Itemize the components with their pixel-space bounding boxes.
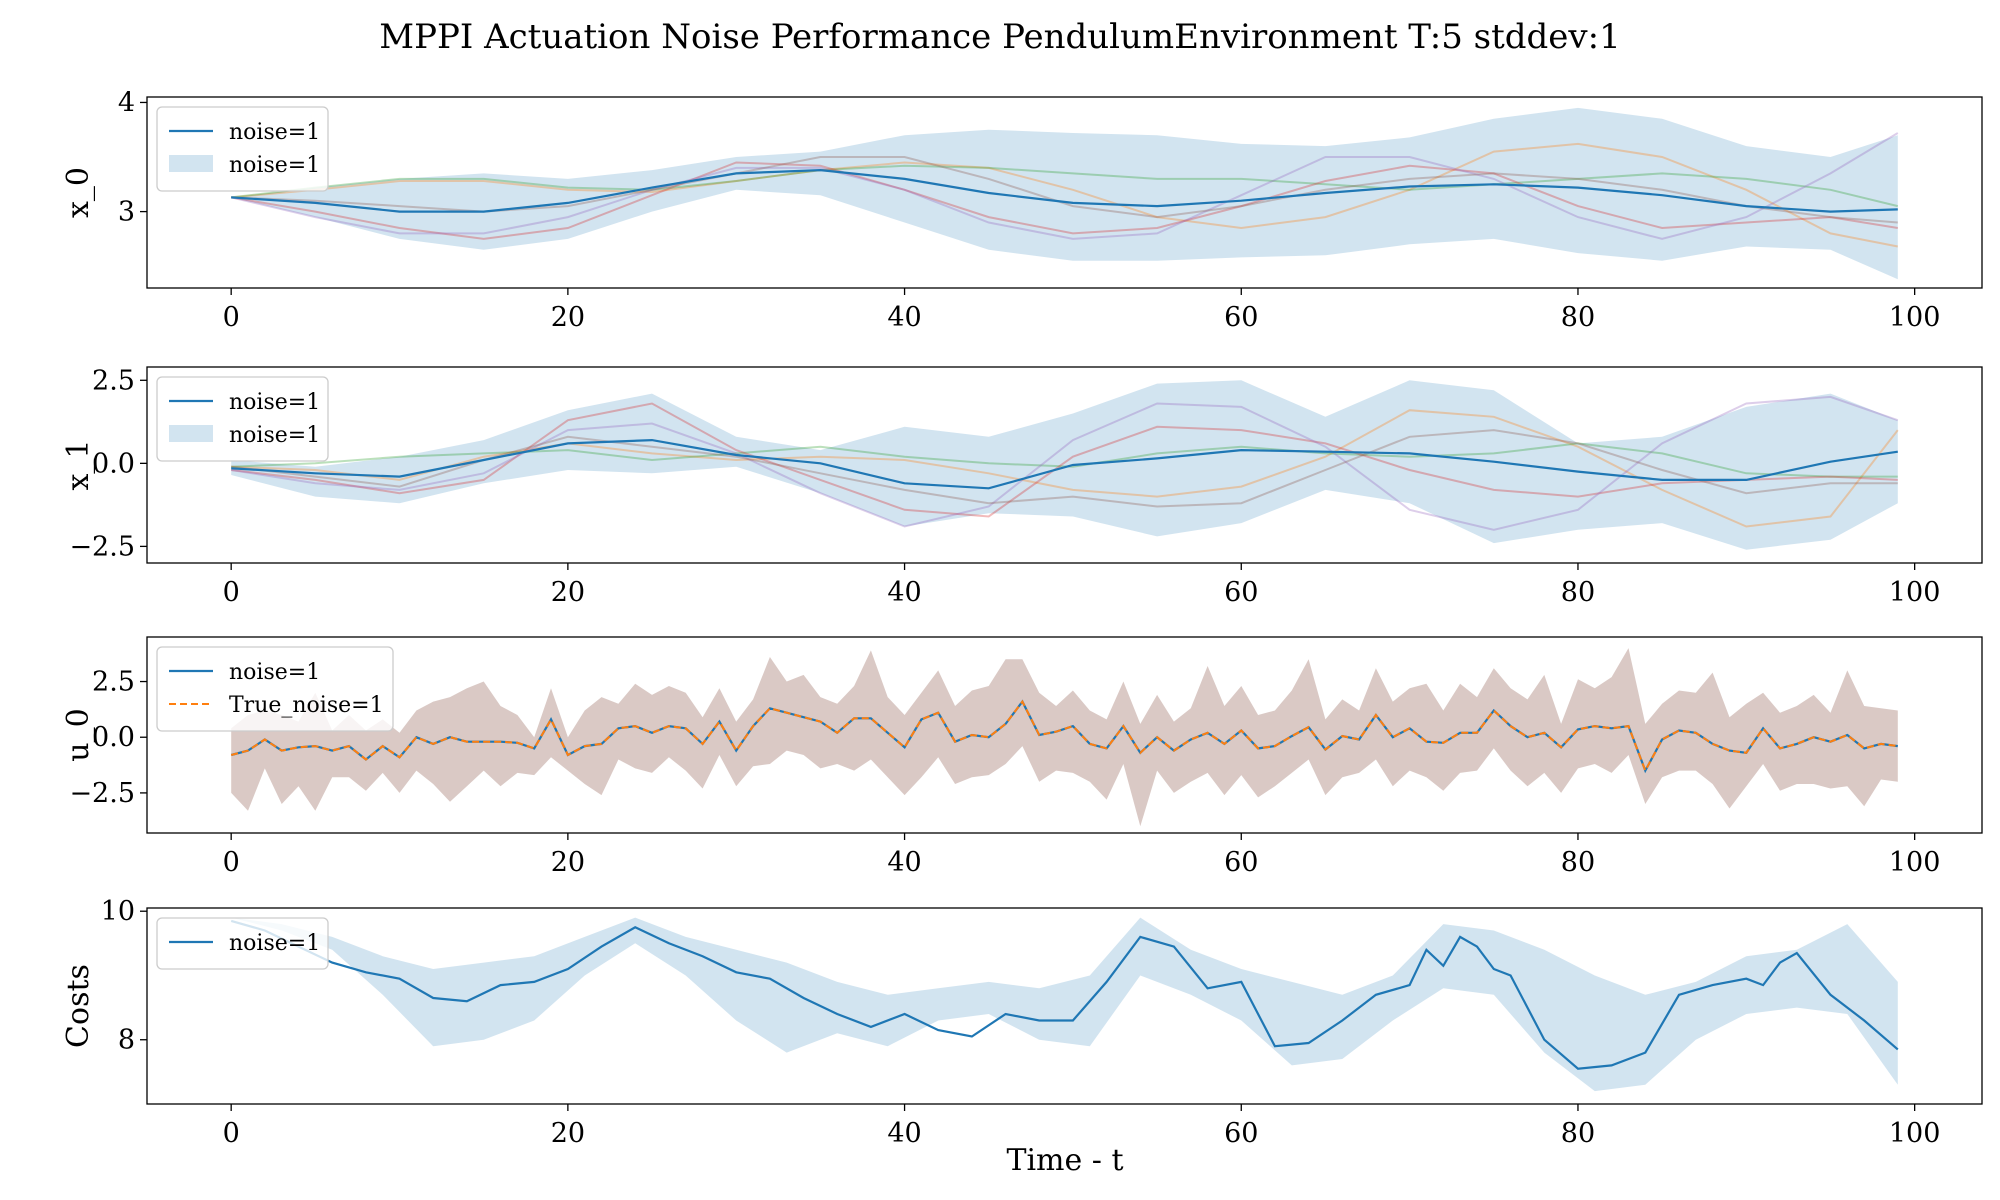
x-tick-label: 100: [1889, 302, 1941, 333]
x-tick-label: 100: [1889, 847, 1941, 878]
legend-label: noise=1: [229, 153, 320, 178]
confidence-band: [231, 380, 1898, 550]
legend-band-swatch: [169, 155, 213, 172]
x-tick-label: 80: [1561, 1118, 1595, 1149]
axes-frame: [146, 96, 1983, 289]
sample-trajectory-3: [231, 161, 1898, 240]
y-axis-label: Costs: [61, 964, 96, 1048]
subplot-3: 0 20 40 60 80 100 −2.5 0.0 2.5 u_0 noise=1 True_noi…: [61, 636, 1983, 878]
x-tick-label: 40: [887, 302, 921, 333]
x-tick-label: 40: [887, 577, 921, 608]
x-tick-label: 60: [1224, 1118, 1258, 1149]
sample-trajectory-2: [231, 442, 1898, 478]
sample-trajectory-1: [231, 409, 1899, 528]
y-tick-label: 8: [118, 1025, 135, 1056]
subplot-4: 0 20 40 60 80 100 8 10 Costs noise=1: [61, 896, 1983, 1149]
y-tick-label: 0.0: [92, 448, 135, 479]
y-tick-label: 0.0: [92, 722, 135, 753]
x-tick-label: 60: [1224, 302, 1258, 333]
plot-area: [230, 648, 1898, 827]
x-tick-label: 20: [551, 847, 585, 878]
y-tick-label: 2.5: [92, 667, 135, 698]
sample-trajectory-3: [231, 402, 1898, 518]
mean-line: [231, 168, 1898, 213]
x-tick-label: 0: [223, 847, 240, 878]
x-tick-label: 100: [1889, 1118, 1941, 1149]
x-tick-label: 20: [551, 1118, 585, 1149]
axes-frame: [146, 636, 1983, 834]
x-axis-label: Time - t: [1006, 1143, 1123, 1178]
y-tick-label: 2.5: [92, 365, 135, 396]
y-tick-label: 3: [118, 197, 135, 228]
legend-label: noise=1: [229, 931, 320, 956]
y-tick-label: 4: [118, 87, 135, 118]
axes-frame: [146, 366, 1983, 564]
legend-box: [156, 106, 329, 192]
x-tick-label: 20: [551, 577, 585, 608]
subplot-2: 0 20 40 60 80 100 −2.5 0.0 2.5 x_1 noise=1 noise=1: [61, 365, 1983, 608]
y-tick-label: −2.5: [69, 778, 135, 809]
sample-trajectory-1: [231, 142, 1898, 248]
plot-area: [231, 380, 1899, 550]
confidence-band: [231, 917, 1898, 1092]
mean-line: [231, 438, 1898, 490]
y-tick-label: 10: [101, 896, 135, 927]
mean-line: [230, 919, 1899, 1070]
x-tick-label: 60: [1224, 577, 1258, 608]
confidence-band: [231, 107, 1898, 280]
y-tick-label: −2.5: [69, 531, 135, 562]
y-axis-label: x_1: [61, 439, 96, 490]
legend-label: noise=1: [229, 390, 320, 415]
x-tick-label: 100: [1889, 577, 1941, 608]
x-tick-label: 40: [887, 847, 921, 878]
sample-trajectory-2: [231, 164, 1899, 208]
sample-trajectory-4: [231, 395, 1899, 531]
axes-frame: [146, 907, 1983, 1105]
sample-trajectory-4: [230, 132, 1899, 240]
x-tick-label: 0: [223, 577, 240, 608]
x-tick-label: 40: [887, 1118, 921, 1149]
confidence-band: [231, 648, 1898, 827]
sample-trajectory-5: [231, 429, 1898, 508]
subplot-1: 0 20 40 60 80 100 3 4 x_0 noise=1 noise=1: [61, 87, 1983, 333]
legend-label: noise=1: [229, 423, 320, 448]
x-tick-label: 80: [1561, 302, 1595, 333]
legend-box: [156, 646, 394, 732]
legend-label: noise=1: [229, 660, 320, 685]
x-tick-label: 0: [223, 302, 240, 333]
x-tick-label: 0: [223, 1118, 240, 1149]
true-noise-line: [230, 699, 1898, 774]
x-tick-label: 60: [1224, 847, 1258, 878]
y-axis-label: u_0: [61, 708, 96, 761]
x-tick-label: 80: [1561, 577, 1595, 608]
y-axis-label: x_0: [61, 167, 96, 218]
figure-title: MPPI Actuation Noise Performance Pendulu…: [379, 17, 1620, 57]
legend-box: [156, 376, 329, 462]
plot-area: [230, 107, 1899, 280]
legend-label: noise=1: [229, 120, 320, 145]
x-tick-label: 20: [551, 302, 585, 333]
legend-box: [156, 917, 329, 970]
legend-label: True_noise=1: [229, 693, 384, 718]
plot-area: [230, 917, 1899, 1092]
legend-band-swatch: [169, 425, 213, 442]
x-tick-label: 80: [1561, 847, 1595, 878]
